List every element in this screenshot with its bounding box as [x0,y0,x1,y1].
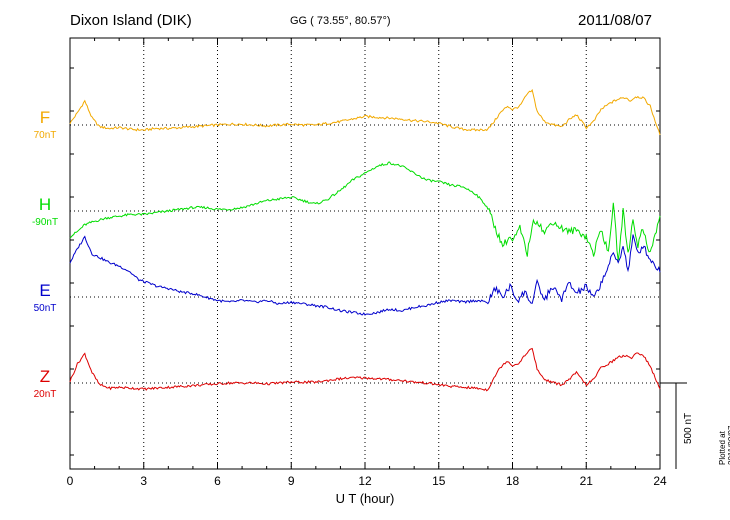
x-tick-label: 21 [579,474,593,488]
plotted-timestamp: Plotted at 2011/09/07 00:59 UT [718,425,730,465]
channel-offset-e: 50nT [33,303,57,314]
series-line-f [69,88,661,136]
x-tick-label: 0 [66,474,74,488]
x-tick-label: 9 [287,474,295,488]
x-tick-label: 3 [140,474,148,488]
grid-lines [70,38,660,469]
channel-name-e: E [39,281,51,300]
station-title: Dixon Island (DIK) [70,12,192,29]
scale-bar [660,382,687,469]
channel-name-z: Z [39,367,51,386]
channel-offset-f: 70nT [33,130,57,141]
channel-name-f: F [39,108,51,127]
series-line-e [69,234,661,316]
series-lines [69,88,661,392]
scale-bar-label: 500 nT [683,412,694,444]
series-line-z [69,347,661,392]
x-tick-label: 6 [214,474,221,488]
x-tick-label: 18 [505,474,520,488]
chart-date: 2011/08/07 [578,12,652,29]
x-axis-label: U T (hour) [335,491,395,506]
x-tick-label: 12 [358,474,372,488]
channel-name-h: H [38,195,52,214]
axis-ticks [69,38,661,469]
station-coordinates: GG ( 73.55°, 80.57°) [290,15,391,27]
series-line-h [69,161,661,261]
x-tick-label: 15 [432,474,446,488]
x-tick-label: 24 [653,474,667,488]
channel-offset-h: -90nT [31,217,59,228]
channel-offset-z: 20nT [33,389,57,400]
